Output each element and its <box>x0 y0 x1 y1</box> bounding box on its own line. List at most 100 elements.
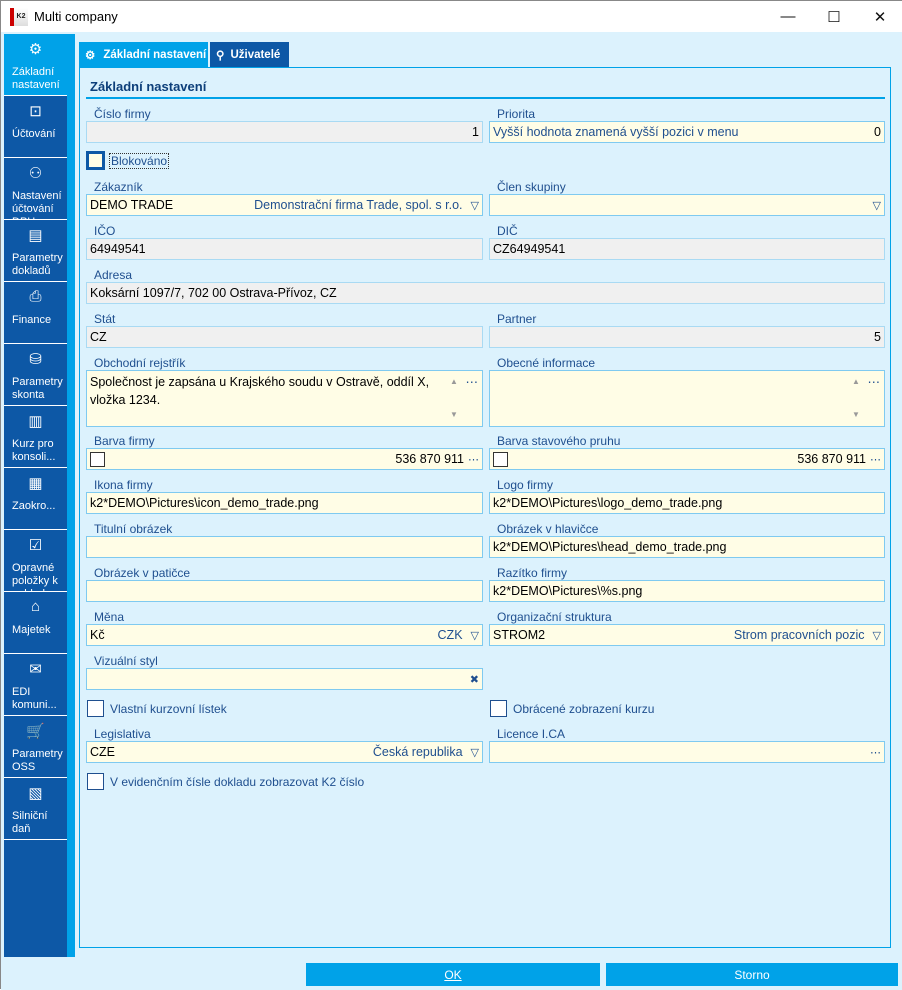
sidebar-item-label: Parametry OSS <box>12 748 63 773</box>
report-icon: ▥ <box>28 413 43 430</box>
app-logo: K2 <box>10 7 28 26</box>
coins-icon: ⛁ <box>29 351 42 368</box>
sidebar-item[interactable]: ⊡ Účtování <box>4 96 67 158</box>
cislo-firmy-field[interactable]: 1 <box>86 121 483 143</box>
window-title: Multi company <box>34 9 118 24</box>
label-legislativa: Legislativa <box>94 727 151 741</box>
dropdown-icon[interactable]: ▽ <box>470 746 479 759</box>
sidebar-item[interactable]: ▦ Zaokro... <box>4 468 67 530</box>
vizualni-styl-field[interactable]: ✖ <box>86 668 483 690</box>
cart-icon: 🛒 <box>26 723 45 740</box>
sidebar-item[interactable]: ⛁ Parametry skonta <box>4 344 67 406</box>
blokovano-checkbox[interactable] <box>86 151 105 170</box>
adresa-field[interactable]: Koksární 1097/7, 702 00 Ostrava-Přívoz, … <box>86 282 885 304</box>
calculator-icon: ▦ <box>28 475 43 492</box>
tax-settings-icon: ⚇ <box>28 165 43 182</box>
label-licence: Licence I.CA <box>497 727 566 741</box>
sidebar-item-label: Zaokro... <box>12 500 56 512</box>
label-mena: Měna <box>94 610 125 624</box>
label-ico: IČO <box>94 224 116 238</box>
obrazek-hlavicka-field[interactable]: k2*DEMO\Pictures\head_demo_trade.png <box>489 536 885 558</box>
sidebar-item-label: Silniční daň <box>12 810 48 835</box>
tab-uzivatele[interactable]: ⚲ Uživatelé <box>210 42 289 67</box>
label-obecne-informace: Obecné informace <box>497 356 596 370</box>
sidebar-item-label: EDI komuni... <box>12 686 57 711</box>
sidebar-item-label: Základní nastavení <box>12 66 60 91</box>
more-icon[interactable]: ⋯ <box>870 746 881 759</box>
k2-cislo-label: V evidenčním čísle dokladu zobrazovat K2… <box>110 775 365 789</box>
dropdown-icon[interactable]: ▽ <box>470 199 479 212</box>
sidebar-item[interactable]: ✉ EDI komuni... <box>4 654 67 716</box>
obecne-informace-textarea[interactable]: ▲ ▼ ⋯ <box>489 370 885 427</box>
label-titulni-obrazek: Titulní obrázek <box>94 522 173 536</box>
licence-field[interactable]: ⋯ <box>489 741 885 763</box>
more-icon[interactable]: ⋯ <box>468 453 479 466</box>
sidebar-item[interactable]: ⌂ Majetek <box>4 592 67 654</box>
label-obrazek-paticka: Obrázek v patičce <box>94 566 191 580</box>
razitko-field[interactable]: k2*DEMO\Pictures\%s.png <box>489 580 885 602</box>
more-icon[interactable]: ⋯ <box>870 453 881 466</box>
stat-field[interactable]: CZ <box>86 326 483 348</box>
priorita-field[interactable]: Vyšší hodnota znamená vyšší pozici v men… <box>489 121 885 143</box>
barva-pruhu-field[interactable]: 536 870 911 ⋯ <box>489 448 885 470</box>
mail-settings-icon: ✉ <box>29 661 42 678</box>
barva-firmy-field[interactable]: 536 870 911 ⋯ <box>86 448 483 470</box>
ok-button[interactable]: OK <box>306 963 600 986</box>
logo-firmy-field[interactable]: k2*DEMO\Pictures\logo_demo_trade.png <box>489 492 885 514</box>
sidebar-item[interactable]: ☑ Opravné položky k pohled <box>4 530 67 592</box>
sidebar-item[interactable]: ⚇ Nastavení účtování DPH <box>4 158 67 220</box>
scrollbar[interactable]: ▲ ▼ <box>450 377 458 419</box>
sidebar-item[interactable]: ⚙ Základní nastavení <box>4 34 67 96</box>
titulni-obrazek-field[interactable] <box>86 536 483 558</box>
clen-skupiny-field[interactable]: ▽ <box>489 194 885 216</box>
sidebar-item[interactable]: ▤ Parametry dokladů samovy <box>4 220 67 282</box>
label-stat: Stát <box>94 312 116 326</box>
printer-icon: ⎙ <box>29 288 42 305</box>
mena-field[interactable]: Kč CZK ▽ <box>86 624 483 646</box>
clear-icon[interactable]: ✖ <box>469 673 479 686</box>
close-button[interactable]: ✕ <box>873 8 887 26</box>
label-cislo-firmy: Číslo firmy <box>94 107 151 121</box>
sidebar-item[interactable]: ⎙ Finance <box>4 282 67 344</box>
label-partner: Partner <box>497 312 537 326</box>
title-bar: K2 Multi company — ☐ ✕ <box>1 1 902 32</box>
sidebar <box>4 34 67 957</box>
obrazek-paticka-field[interactable] <box>86 580 483 602</box>
gear-icon: ⚙ <box>85 49 96 62</box>
sidebar-item[interactable]: 🛒 Parametry OSS <box>4 716 67 778</box>
color-swatch <box>493 451 508 467</box>
legislativa-field[interactable]: CZE Česká republika ▽ <box>86 741 483 763</box>
label-razitko: Razítko firmy <box>497 566 568 580</box>
partner-field[interactable]: 5 <box>489 326 885 348</box>
scrollbar[interactable]: ▲ ▼ <box>852 377 860 419</box>
org-struktura-field[interactable]: STROM2 Strom pracovních pozic ▽ <box>489 624 885 646</box>
more-icon[interactable]: ⋯ <box>867 375 881 389</box>
sidebar-item[interactable]: ▧ Silniční daň <box>4 778 67 840</box>
dropdown-icon[interactable]: ▽ <box>872 629 881 642</box>
dropdown-icon[interactable]: ▽ <box>872 199 881 212</box>
sidebar-item[interactable]: ▥ Kurz pro konsoli... <box>4 406 67 468</box>
tab-zakladni-nastaveni[interactable]: ⚙ Základní nastavení <box>79 42 208 67</box>
money-icon: ⊡ <box>29 103 42 120</box>
sidebar-item-label: Nastavení účtování DPH <box>12 190 62 219</box>
k2-cislo-checkbox[interactable] <box>87 773 104 790</box>
dic-field[interactable]: CZ64949541 <box>489 238 885 260</box>
sidebar-item-label: Finance <box>12 314 52 326</box>
more-icon[interactable]: ⋯ <box>465 375 479 389</box>
obchodni-rejstrik-textarea[interactable]: Společnost je zapsána u Krajského soudu … <box>86 370 483 427</box>
ico-field[interactable]: 64949541 <box>86 238 483 260</box>
storno-button[interactable]: Storno <box>606 963 898 986</box>
dropdown-icon[interactable]: ▽ <box>470 629 479 642</box>
vlastni-kurzovni-checkbox[interactable] <box>87 700 104 717</box>
label-ikona-firmy: Ikona firmy <box>94 478 153 492</box>
color-swatch <box>90 451 105 467</box>
maximize-button[interactable]: ☐ <box>827 8 841 26</box>
sidebar-item-label: Kurz pro konsoli... <box>12 438 56 463</box>
obracene-zobrazeni-checkbox[interactable] <box>490 700 507 717</box>
zakaznik-field[interactable]: DEMO TRADE Demonstrační firma Trade, spol… <box>86 194 483 216</box>
users-icon: ⚲ <box>216 49 225 62</box>
ikona-firmy-field[interactable]: k2*DEMO\Pictures\icon_demo_trade.png <box>86 492 483 514</box>
label-priorita: Priorita <box>497 107 536 121</box>
gear-icon: ⚙ <box>28 41 43 58</box>
minimize-button[interactable]: — <box>780 8 796 25</box>
